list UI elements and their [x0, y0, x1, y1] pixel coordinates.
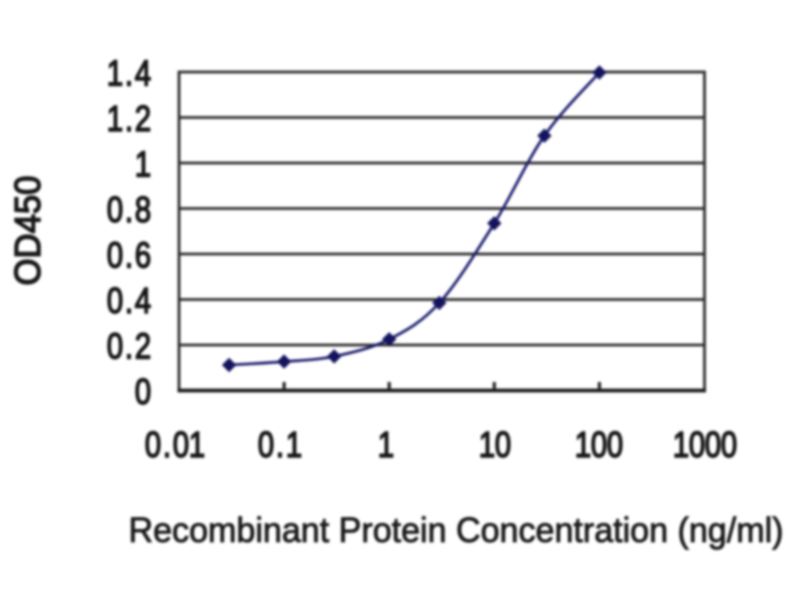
svg-text:8: 8 — [135, 189, 151, 229]
svg-text:.: . — [125, 53, 133, 93]
svg-text:0: 0 — [107, 189, 123, 229]
svg-text:4: 4 — [135, 280, 151, 320]
svg-text:0: 0 — [107, 235, 123, 275]
svg-text:OD450: OD450 — [7, 176, 48, 286]
svg-text:.: . — [125, 235, 133, 275]
svg-text:1: 1 — [107, 98, 123, 138]
svg-text:0: 0 — [107, 326, 123, 366]
svg-text:0: 0 — [135, 371, 151, 411]
svg-text:0: 0 — [145, 424, 161, 464]
svg-text:.: . — [125, 280, 133, 320]
svg-text:1: 1 — [286, 424, 302, 464]
svg-text:0: 0 — [591, 424, 607, 464]
svg-text:1: 1 — [575, 424, 591, 464]
svg-text:2: 2 — [135, 98, 151, 138]
svg-text:4: 4 — [135, 53, 151, 93]
svg-text:0: 0 — [705, 424, 721, 464]
svg-text:1: 1 — [673, 424, 689, 464]
svg-text:1: 1 — [479, 424, 495, 464]
svg-text:0: 0 — [689, 424, 705, 464]
svg-text:6: 6 — [135, 235, 151, 275]
svg-text:1: 1 — [378, 424, 394, 464]
svg-text:.: . — [125, 98, 133, 138]
svg-text:0: 0 — [173, 424, 189, 464]
svg-text:0: 0 — [258, 424, 274, 464]
svg-text:Recombinant Protein Concentrat: Recombinant Protein Concentration (ng/ml… — [129, 511, 784, 550]
svg-text:0: 0 — [107, 280, 123, 320]
svg-text:.: . — [125, 189, 133, 229]
svg-text:.: . — [276, 424, 284, 464]
svg-text:.: . — [125, 326, 133, 366]
svg-text:1: 1 — [189, 424, 205, 464]
svg-text:0: 0 — [721, 424, 737, 464]
svg-text:0: 0 — [607, 424, 623, 464]
svg-text:.: . — [163, 424, 171, 464]
svg-text:2: 2 — [135, 326, 151, 366]
svg-text:1: 1 — [135, 144, 151, 184]
svg-text:1: 1 — [107, 53, 123, 93]
svg-text:0: 0 — [495, 424, 511, 464]
